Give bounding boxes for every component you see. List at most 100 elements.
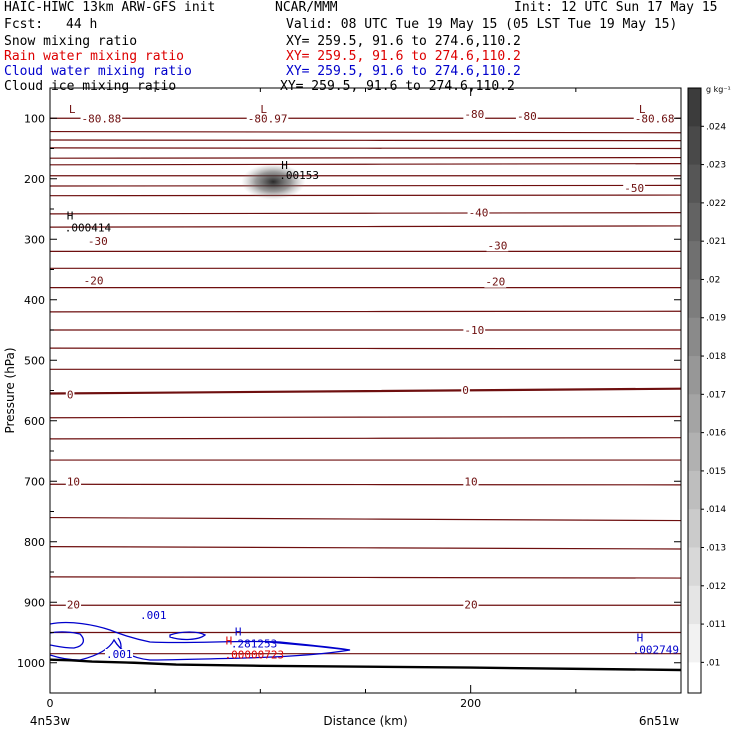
temp-contour-4	[50, 156, 681, 159]
contour-label-1: -80.97	[248, 112, 288, 125]
contour-label-bg-17	[463, 598, 479, 611]
contour-label-bg-6	[467, 206, 490, 219]
colorbar-swatch-12	[688, 547, 701, 587]
colorbar-swatch-10	[688, 470, 701, 510]
legend-cloud-ice: Cloud ice mixing ratio	[4, 79, 177, 94]
temp-contour-5	[50, 163, 681, 166]
model-title: HAIC-HIWC 13km ARW-GFS init	[4, 0, 216, 15]
contour-label-bg-9	[82, 274, 105, 287]
contour-label-bg-1	[246, 112, 289, 125]
colorbar-swatch-15	[688, 662, 701, 702]
colorbar-tick-label-12: .012	[706, 582, 726, 592]
colorbar-swatch-4	[688, 241, 701, 280]
contour-label-0: -80.88	[82, 112, 122, 125]
temp-contour-1	[50, 130, 681, 134]
contour-label-13: 0	[462, 384, 469, 397]
y-tick-label-1: 200	[24, 173, 45, 186]
contour-label-12: 0	[67, 389, 74, 402]
colorbar-tick-label-14: .01	[706, 658, 720, 668]
cloud-water-contours	[50, 621, 351, 661]
contour-label-bg-8	[86, 235, 109, 248]
fcst-value: 44 h	[66, 17, 98, 32]
colorbar-tick-label-1: .023	[706, 161, 726, 171]
legend-cloud-ice-xy: XY= 259.5, 91.6 to 274.6,110.2	[280, 79, 515, 94]
contour-label-bg-3	[515, 109, 538, 122]
legend-snow-xy: XY= 259.5, 91.6 to 274.6,110.2	[286, 34, 521, 49]
x-axis-label: Distance (km)	[323, 714, 407, 728]
cloud-water-contour-1	[50, 631, 85, 649]
contour-label-bg-16	[65, 598, 82, 611]
colorbar-swatch-6	[688, 317, 701, 357]
y-tick-label-0: 100	[24, 112, 45, 125]
contour-label-17: 20	[464, 599, 477, 612]
colorbar-swatch-9	[688, 432, 701, 472]
x-end-label-right: 6n51w	[639, 714, 680, 728]
temp-contour-19	[50, 415, 681, 419]
temp-contour-9	[50, 212, 681, 215]
cloud-ice-max2-H: H	[67, 210, 74, 223]
rain-max-H: H	[226, 635, 233, 648]
low-marker-2: L	[639, 103, 646, 116]
terrain-surface-line	[50, 658, 681, 672]
contour-label-bg-12	[65, 388, 75, 401]
y-axis-label: Pressure (hPa)	[3, 347, 17, 433]
temp-contour-10	[50, 225, 681, 228]
colorbar: .024 .023 .022 .021 .02 .019 .018 .017 .016 .015.…	[687, 85, 731, 702]
terrain-line	[50, 658, 681, 672]
legend-rain: Rain water mixing ratio	[4, 49, 185, 64]
cloud-water-contour-0	[50, 621, 351, 661]
colorbar-tick-label-7: .017	[706, 390, 726, 400]
temp-contour-23	[50, 516, 681, 522]
colorbar-swatch-8	[688, 394, 701, 434]
x-tick-label-0: 0	[47, 697, 54, 710]
temp-contour-18	[50, 387, 681, 395]
contour-label-bg-10	[484, 275, 507, 288]
cloud-ice-shading	[241, 163, 306, 200]
y-tick-label-8: 900	[24, 596, 45, 609]
contour-label-2: -80	[464, 108, 484, 121]
x-tick-label-1: 200	[460, 697, 481, 710]
temp-contour-2	[50, 139, 681, 142]
org-label: NCAR/MMM	[275, 0, 338, 15]
colorbar-tick-label-13: .011	[706, 620, 726, 630]
temp-contour-16	[50, 347, 681, 350]
contour-label-11: -10	[464, 324, 484, 337]
colorbar-tick-label-0: .024	[706, 122, 726, 132]
fcst-label: Fcst:	[4, 17, 44, 32]
init-time: Init: 12 UTC Sun 17 May 15	[514, 0, 718, 15]
colorbar-swatch-1	[688, 126, 701, 166]
colorbar-tick-label-6: .018	[706, 352, 726, 362]
colorbar-tick-label-11: .013	[706, 543, 726, 553]
legend-snow: Snow mixing ratio	[4, 34, 138, 49]
contour-label-bg-15	[463, 475, 479, 488]
cw-label-bg-0	[139, 610, 167, 621]
temp-contour-14	[50, 310, 681, 313]
temp-contour-22	[50, 483, 681, 486]
temp-contour-8	[50, 194, 681, 197]
y-tick-label-7: 800	[24, 536, 45, 549]
contour-label-7: -30	[487, 239, 507, 252]
contour-label-15: 10	[464, 475, 477, 488]
contour-label-8: -30	[88, 235, 108, 248]
colorbar-swatch-2	[688, 164, 701, 204]
legend-cloud-water-xy: XY= 259.5, 91.6 to 274.6,110.2	[286, 64, 521, 79]
colorbar-unit: g kg⁻¹	[706, 85, 731, 94]
cw-label-bg-1	[105, 649, 133, 660]
colorbar-frame	[687, 87, 702, 694]
cloud-ice-max2-value: .000414	[65, 222, 112, 235]
colorbar-tick-label-8: .016	[706, 429, 726, 439]
low-marker-1: L	[260, 103, 267, 116]
cloud-water-contour-2	[169, 631, 207, 641]
cloud-ice-max-H: H	[281, 159, 288, 172]
contour-label-bg-5	[623, 181, 646, 194]
x-end-label-left: 4n53w	[30, 714, 71, 728]
cloud-water-max-H-0: H	[235, 626, 242, 639]
contour-label-5: -50	[624, 182, 644, 195]
contour-label-bg-14	[65, 475, 82, 488]
colorbar-tick-label-10: .014	[706, 505, 726, 515]
legend-rain-xy: XY= 259.5, 91.6 to 274.6,110.2	[286, 49, 521, 64]
cloud-ice-max-value: .00153	[279, 169, 319, 182]
contour-label-14: 10	[67, 475, 80, 488]
